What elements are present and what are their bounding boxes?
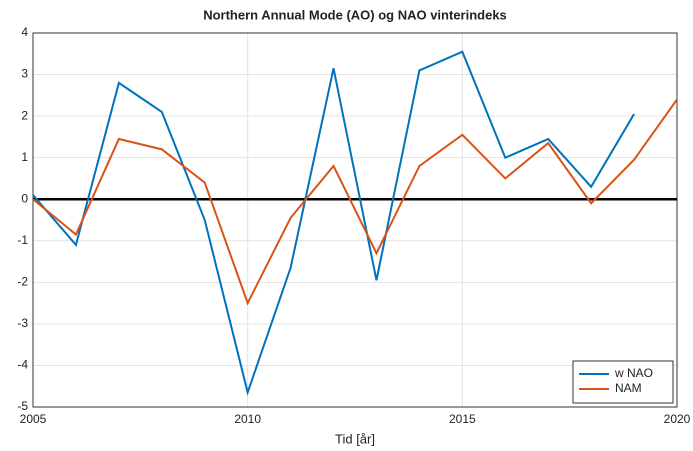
y-tick-label: -3 [17, 316, 28, 330]
y-tick-label: 0 [21, 191, 28, 205]
x-axis-label: Tid [år] [335, 431, 375, 446]
x-tick-label: 2015 [449, 412, 476, 426]
chart-title: Northern Annual Mode (AO) og NAO vinteri… [203, 7, 507, 22]
x-tick-label: 2010 [234, 412, 261, 426]
x-tick-label: 2005 [20, 412, 47, 426]
y-tick-label: 1 [21, 150, 28, 164]
data-line [32, 98, 678, 306]
y-tick-label: -5 [17, 399, 28, 413]
y-tick-label: -2 [17, 275, 28, 289]
plot-frame [32, 32, 678, 408]
y-tick-label: -1 [17, 233, 28, 247]
y-tick-label: 3 [21, 67, 28, 81]
legend-label: w NAO [614, 366, 653, 380]
data-line [32, 50, 635, 396]
legend-box [572, 360, 674, 404]
y-tick-label: 4 [21, 25, 28, 39]
y-tick-label: 2 [21, 108, 28, 122]
legend-label: NAM [615, 381, 642, 395]
y-tick-label: -4 [17, 358, 28, 372]
x-tick-label: 2020 [664, 412, 691, 426]
